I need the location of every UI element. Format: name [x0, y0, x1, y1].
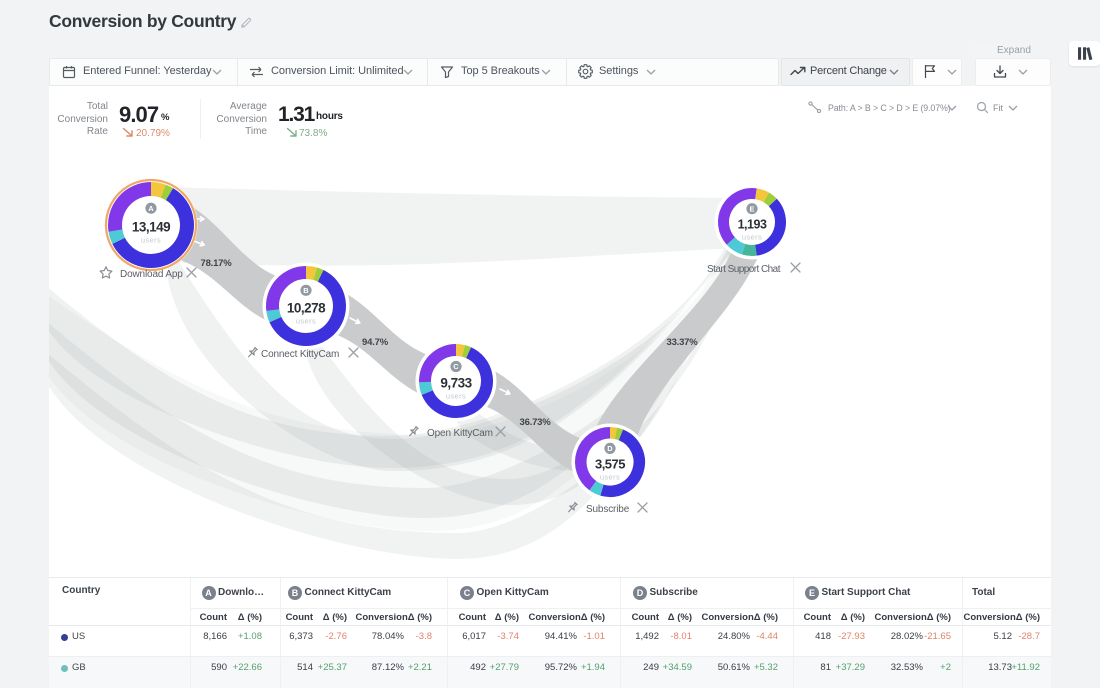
svg-text:Subscribe: Subscribe — [586, 504, 630, 515]
svg-text:users: users — [141, 236, 161, 245]
svg-text:Download App: Download App — [120, 269, 183, 280]
svg-text:1,193: 1,193 — [738, 218, 767, 232]
svg-text:Open KittyCam: Open KittyCam — [427, 428, 493, 439]
svg-text:36.73%: 36.73% — [519, 417, 551, 428]
svg-text:A: A — [148, 204, 154, 213]
svg-text:users: users — [296, 317, 316, 326]
svg-text:94.7%: 94.7% — [362, 337, 389, 348]
svg-text:3,575: 3,575 — [595, 457, 625, 472]
svg-text:10,278: 10,278 — [287, 301, 326, 316]
svg-text:users: users — [600, 473, 620, 482]
svg-text:B: B — [303, 286, 309, 295]
svg-text:78.17%: 78.17% — [200, 258, 232, 269]
svg-text:E: E — [749, 204, 754, 213]
svg-text:9,733: 9,733 — [440, 376, 472, 391]
svg-text:Start Support Chat: Start Support Chat — [707, 264, 781, 275]
svg-text:C: C — [453, 362, 459, 371]
svg-text:13,149: 13,149 — [132, 220, 170, 235]
svg-text:33.37%: 33.37% — [666, 337, 698, 348]
svg-text:users: users — [446, 392, 466, 401]
svg-text:Connect KittyCam: Connect KittyCam — [261, 349, 339, 360]
svg-text:users: users — [742, 233, 762, 242]
svg-text:D: D — [607, 444, 613, 453]
